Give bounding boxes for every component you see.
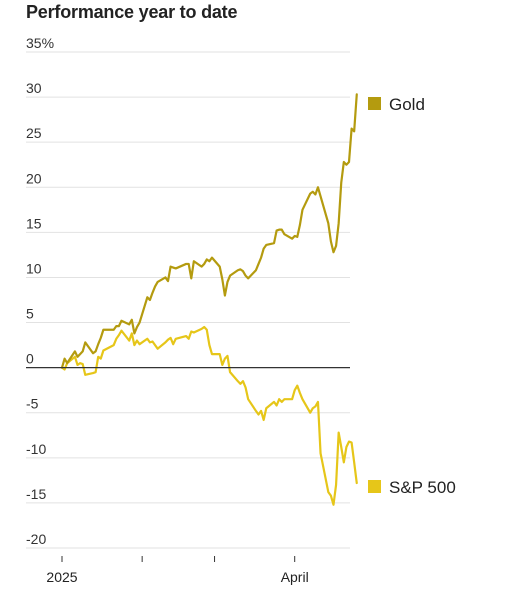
y-tick-label: 35% bbox=[26, 35, 54, 51]
legend-swatch bbox=[368, 97, 381, 110]
series-line-s-p-500 bbox=[60, 325, 358, 506]
series-line-gold bbox=[60, 93, 358, 369]
legend-swatch bbox=[368, 480, 381, 493]
x-tick-label: 2025 bbox=[46, 569, 77, 585]
series bbox=[60, 93, 358, 506]
y-tick-label: 20 bbox=[26, 170, 42, 186]
y-tick-label: 30 bbox=[26, 80, 42, 96]
y-tick-label: -5 bbox=[26, 396, 39, 412]
chart-title: Performance year to date bbox=[26, 2, 238, 22]
x-tick-label: April bbox=[281, 569, 309, 585]
y-tick-label: -10 bbox=[26, 441, 46, 457]
y-tick-label: 25 bbox=[26, 125, 42, 141]
y-tick-label: 15 bbox=[26, 215, 42, 231]
y-tick-label: -15 bbox=[26, 486, 46, 502]
y-tick-label: -20 bbox=[26, 531, 46, 547]
grid bbox=[26, 51, 350, 549]
y-tick-label: 10 bbox=[26, 260, 42, 276]
legend-label: Gold bbox=[389, 95, 425, 114]
y-tick-label: 5 bbox=[26, 306, 34, 322]
x-axis: 2025 April bbox=[26, 366, 350, 585]
legend: Gold S&P 500 bbox=[368, 95, 456, 497]
y-axis: 35% 30 25 20 15 10 5 0 -5 -10 -15 -20 bbox=[26, 35, 54, 547]
y-tick-label: 0 bbox=[26, 351, 34, 367]
legend-label: S&P 500 bbox=[389, 478, 456, 497]
